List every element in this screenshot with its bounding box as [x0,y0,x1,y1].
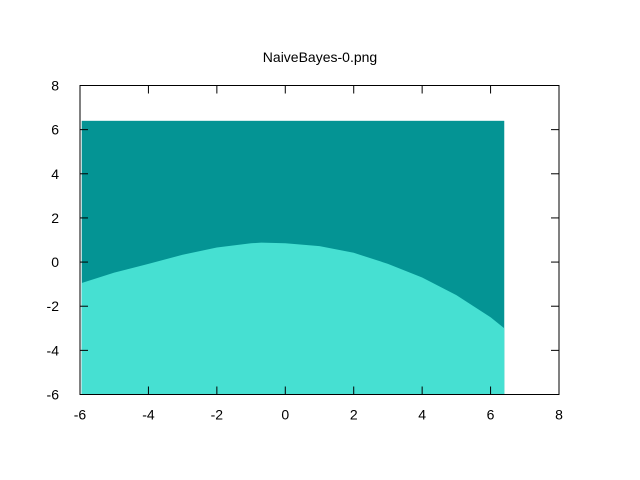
y-tick-label: -2 [47,298,60,314]
x-tick-label: 2 [350,407,358,423]
x-tick-label: 8 [555,407,563,423]
x-tick-label: -2 [211,407,224,423]
x-tick-label: 6 [487,407,495,423]
y-tick-label: 8 [51,78,59,94]
y-tick-label: 4 [51,166,59,182]
y-tick-label: 2 [51,210,59,226]
class-region-lower [81,242,505,395]
plot-frame [79,85,560,395]
class-regions [81,120,505,395]
x-tick-label: 4 [418,407,426,423]
y-axis: -6 -4 -2 0 2 4 6 8 [47,78,559,403]
x-tick-label: -4 [142,407,155,423]
x-tick-label: -6 [74,407,87,423]
x-axis: -6 -4 -2 0 2 4 6 8 [74,85,563,423]
y-tick-label: 6 [51,122,59,138]
y-tick-label: -4 [47,342,60,358]
y-tick-label: 0 [51,254,59,270]
chart-title: NaiveBayes-0.png [263,49,377,65]
x-tick-label: 0 [281,407,289,423]
y-tick-label: -6 [47,387,60,403]
